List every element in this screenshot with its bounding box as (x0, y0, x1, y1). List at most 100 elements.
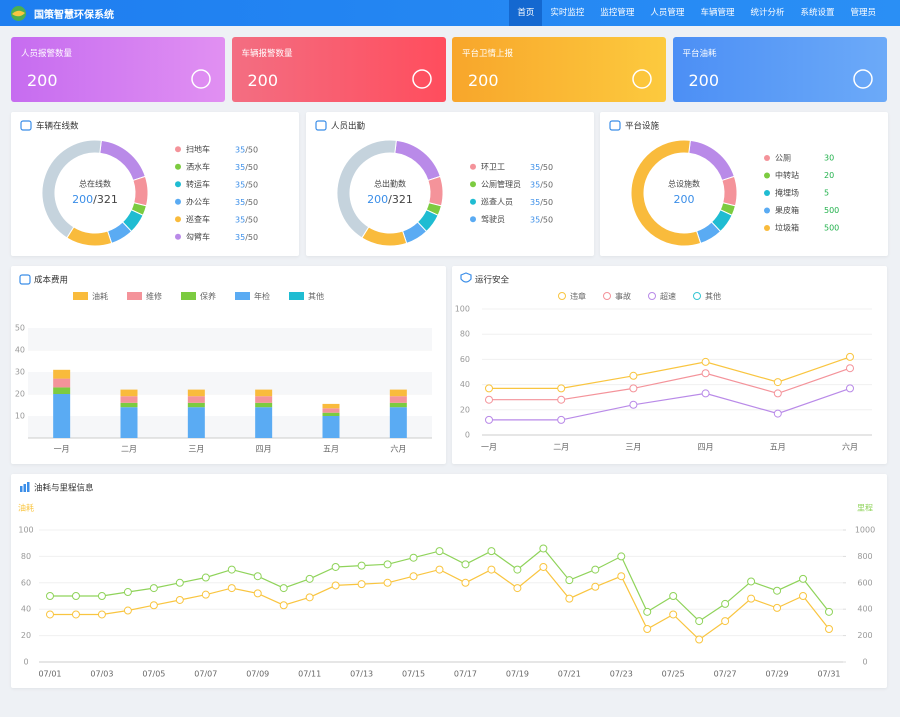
x-tick-label: 07/13 (350, 670, 373, 679)
card-icon (632, 69, 652, 89)
total-part: /50 (540, 215, 553, 224)
legend-name: 掩埋场 (775, 188, 799, 198)
donut-segment (336, 139, 397, 239)
point (701, 389, 710, 398)
point (747, 594, 756, 603)
point (799, 574, 808, 583)
point (643, 625, 652, 633)
legend-label: 保养 (200, 291, 216, 301)
legend-dot (764, 190, 770, 196)
nav-item[interactable]: 实时监控 (550, 8, 585, 18)
total-part: /50 (245, 180, 258, 189)
legend-swatch (289, 292, 304, 300)
point (591, 565, 600, 574)
logo (11, 6, 26, 21)
bar-segment (255, 396, 273, 403)
total-part: /321 (93, 193, 118, 206)
point (305, 593, 314, 602)
y2-tick-label: 800 (857, 552, 872, 561)
point (669, 592, 678, 600)
point (149, 584, 158, 593)
legend-label: 事故 (615, 291, 631, 301)
bar-segment (389, 389, 407, 397)
legend-dot (764, 172, 770, 179)
point (331, 562, 340, 571)
bar-segment (322, 408, 340, 413)
bar-segment (53, 387, 71, 394)
bar-segment (389, 407, 407, 438)
x-tick-label: 六月 (842, 442, 858, 452)
icon-shape (191, 69, 211, 89)
card-icon (852, 69, 873, 89)
nav-item[interactable]: 首页 (509, 0, 543, 26)
nav-item[interactable]: 统计分析 (750, 8, 785, 18)
x-tick-label: 四月 (698, 443, 714, 452)
point (539, 562, 548, 571)
legend-name: 洒水车 (186, 161, 210, 171)
point (383, 578, 392, 587)
title-icon (460, 272, 472, 283)
point (357, 561, 366, 570)
point (175, 595, 184, 604)
title-icon (19, 274, 31, 285)
panel-title: 平台设施 (625, 121, 660, 132)
point (331, 581, 340, 590)
value-part: 35 (235, 162, 245, 171)
donut-panel: 人员出勤 总出勤数 200/321 环卫工 35/50 公厕管理员 35/50 巡查人员 35/… (305, 112, 594, 256)
point (383, 560, 392, 569)
nav-item[interactable]: 车辆管理 (700, 8, 735, 18)
point (46, 610, 54, 619)
legend-marker (693, 292, 701, 300)
legend-name: 巡查车 (186, 214, 210, 224)
bar-segment (120, 396, 138, 403)
legend-dot (764, 207, 770, 214)
legend-value: 500 (824, 224, 839, 233)
legend-value: 35/50 (235, 145, 258, 154)
x-tick-label: 二月 (553, 443, 569, 452)
bar-segment (120, 389, 138, 397)
legend-label: 其他 (308, 291, 324, 301)
center-value: 200/321 (367, 193, 413, 206)
title-icon (20, 120, 32, 131)
bar-segment (255, 389, 273, 397)
y-tick-label: 0 (465, 431, 470, 440)
legend-dot (764, 155, 770, 161)
panel-title: 成本费用 (34, 275, 68, 286)
stat-value: 200 (27, 71, 58, 90)
point (485, 384, 493, 393)
value-part: 200 (367, 193, 388, 206)
point (279, 601, 288, 610)
point (487, 565, 496, 574)
grid-band (28, 328, 432, 350)
stat-value: 200 (468, 71, 499, 90)
point (629, 371, 638, 380)
stat-label: 车辆报警数量 (241, 49, 293, 59)
center-label: 总出勤数 (374, 179, 406, 189)
card-icon (411, 69, 432, 89)
point (617, 552, 626, 561)
total-part: /50 (245, 162, 258, 171)
value-part: 35 (530, 162, 540, 171)
stat-card: 平台卫情上报 200 (452, 37, 666, 102)
x-tick-label: 六月 (390, 444, 406, 454)
value-part: 35 (235, 197, 245, 206)
point (253, 572, 262, 581)
y-tick-label: 40 (460, 380, 470, 389)
user-menu[interactable]: 管理员 (850, 8, 876, 18)
point (773, 586, 782, 595)
center-value: 200/321 (72, 193, 118, 206)
x-tick-label: 二月 (121, 445, 137, 454)
nav-item[interactable]: 监控管理 (600, 8, 635, 18)
legend-value: 35/50 (235, 215, 258, 224)
value-part: 35 (530, 215, 540, 224)
nav-item[interactable]: 人员管理 (650, 8, 685, 18)
point (846, 384, 854, 393)
legend-dot (469, 198, 476, 205)
total-part: /321 (388, 193, 413, 206)
donut-segment (393, 139, 441, 182)
y2-tick-label: 400 (857, 605, 872, 614)
nav-item[interactable]: 系统设置 (800, 8, 835, 18)
